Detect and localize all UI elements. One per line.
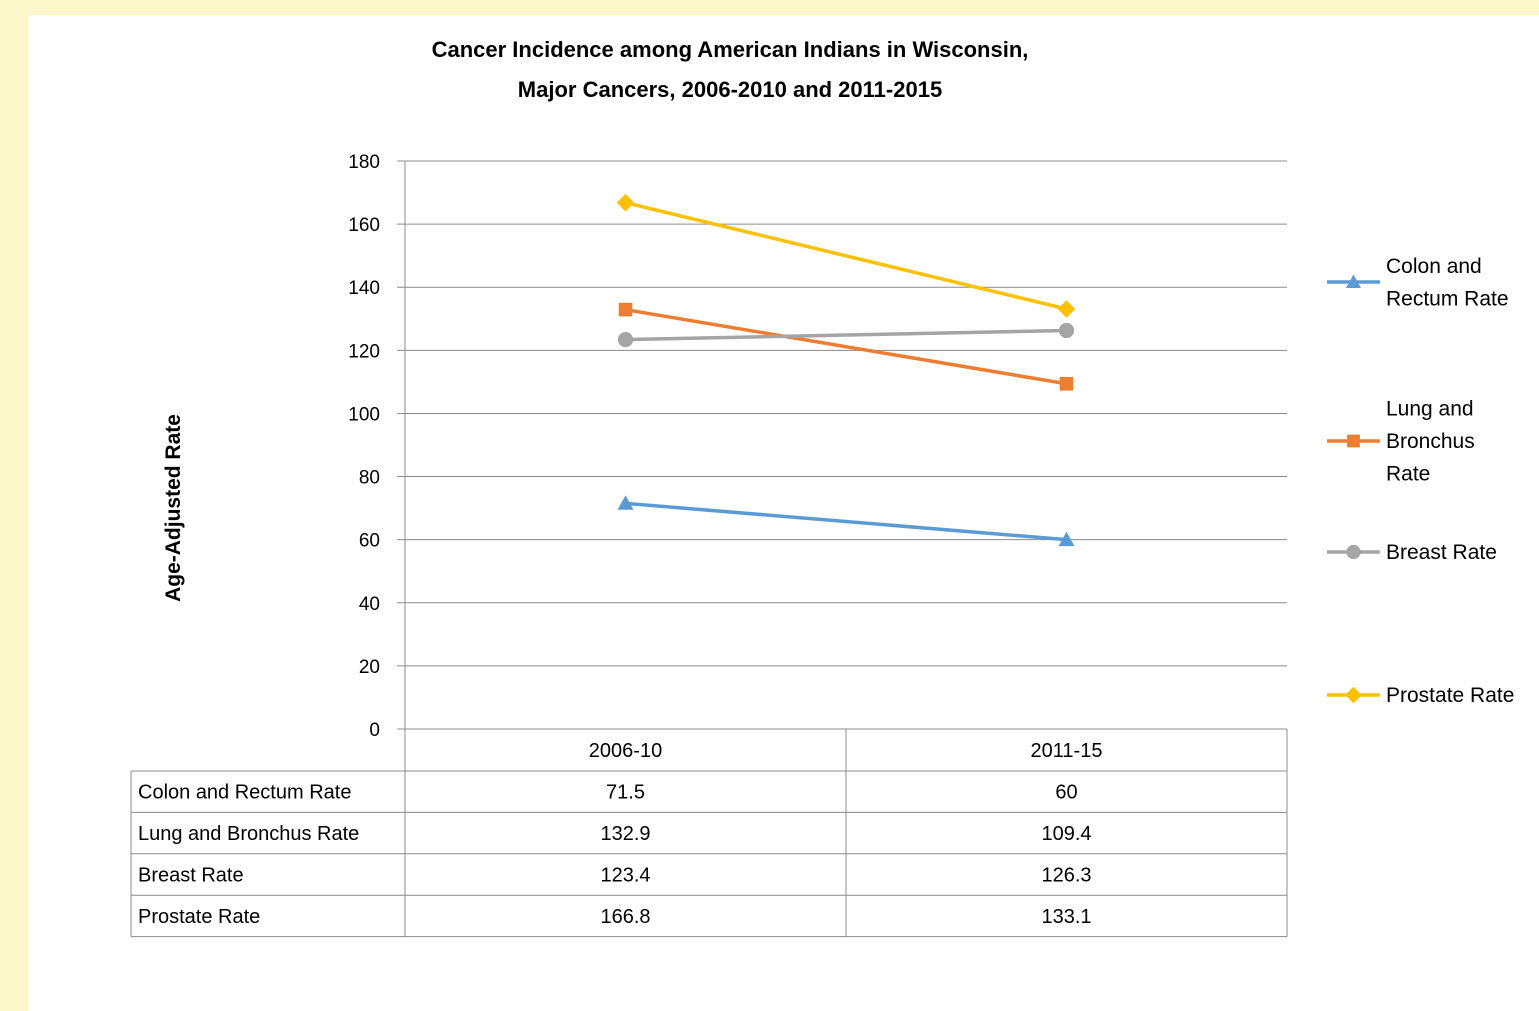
y-tick-label: 160 [348,215,380,236]
legend-item: Colon and Rectum Rate [1327,255,1509,310]
series [618,302,1074,391]
y-tick-label: 60 [359,531,380,552]
legend-item: Prostate Rate [1327,684,1514,707]
table-cell: 60 [1055,782,1077,804]
legend-label: Rate [1386,463,1430,486]
y-tick-label: 100 [348,404,380,425]
table-cell: 109.4 [1041,823,1091,845]
legend-label: Rectum Rate [1386,287,1509,310]
y-axis-label: Age-Adjusted Rate [162,414,185,602]
legend-item: Lung and Bronchus Rate [1327,398,1475,486]
y-tick-labels: 0 20 40 60 80 100 120 140 160 180 [348,152,380,741]
table-row-label: Colon and Rectum Rate [138,782,351,804]
table-cell: 71.5 [606,782,645,804]
table-cell: 132.9 [600,823,650,845]
y-tick-label: 0 [369,720,380,741]
x-tick-label: 2006-10 [589,740,662,762]
data-point [1058,531,1075,547]
page-frame-left [0,0,29,1011]
chart-title-line2: Major Cancers, 2006-2010 and 2011-2015 [518,77,942,102]
legend-item: Breast Rate [1327,541,1497,564]
series [616,193,1076,318]
series-line [625,200,1067,311]
data-table: 2006-10 2011-15 Colon and Rectum Rate 71.5 6… [130,729,1288,938]
legend-label: Lung and [1386,398,1474,421]
legend: Colon and Rectum Rate Lung and Bronchus Rate… [1327,255,1514,707]
table-cell: 166.8 [600,906,650,928]
table-row-label: Breast Rate [138,865,244,887]
data-point [618,302,633,317]
legend-marker [1345,686,1362,704]
series-line [625,328,1067,342]
x-tick-label: 2011-15 [1031,740,1103,762]
chart-title-line1: Cancer Incidence among American Indians … [432,37,1029,62]
series-line [625,501,1067,542]
page-frame-top [0,0,1539,15]
legend-marker [1346,274,1361,288]
y-tick-label: 40 [359,594,380,615]
legend-marker [1347,434,1360,448]
legend-label: Prostate Rate [1386,684,1514,707]
table-cell: 126.3 [1041,865,1091,887]
data-point [1059,376,1074,391]
data-point [616,193,635,212]
series [617,322,1075,348]
table-row-label: Lung and Bronchus Rate [138,823,359,845]
y-tick-label: 80 [359,468,380,489]
y-tick-label: 180 [348,152,380,173]
series [617,495,1075,547]
data-point [617,495,634,510]
legend-label: Colon and [1386,255,1482,278]
data-point [617,332,634,348]
table-row-label: Prostate Rate [138,906,260,928]
y-tick-label: 120 [348,341,380,362]
series-lines [616,193,1076,547]
legend-label: Bronchus [1386,430,1475,453]
legend-marker [1346,544,1361,560]
data-point [1058,322,1075,339]
data-point [1057,300,1076,318]
table-cell: 123.4 [600,865,650,887]
y-tick-label: 20 [359,657,380,678]
y-tick-label: 140 [348,278,380,299]
gridlines [397,160,1287,730]
legend-label: Breast Rate [1386,541,1497,564]
table-cell: 133.1 [1041,906,1091,928]
series-line [625,307,1067,386]
